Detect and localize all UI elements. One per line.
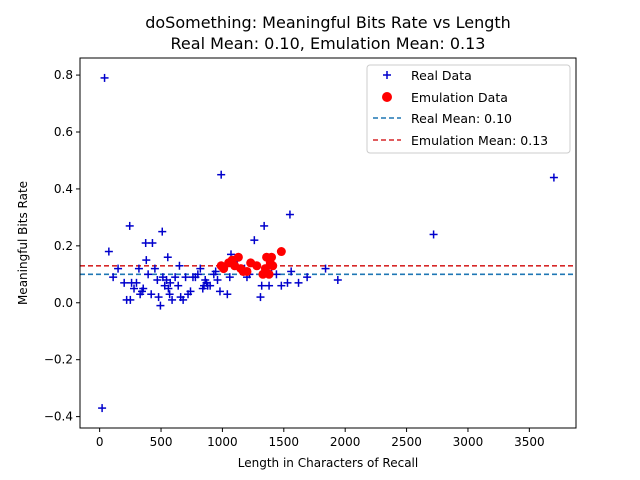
real-data-point (181, 273, 190, 282)
real-data-point (165, 290, 174, 299)
real-data-point (104, 247, 113, 256)
real-data-point (144, 270, 153, 279)
real-data-point (186, 287, 195, 296)
y-tick-label: 0.2 (54, 239, 73, 253)
emulation-data-point (252, 261, 262, 271)
real-data-point (303, 273, 312, 282)
legend-real-mean-label: Real Mean: 0.10 (411, 111, 512, 126)
x-tick-label: 500 (150, 435, 173, 449)
real-data-point (196, 264, 205, 273)
real-data-point (158, 227, 167, 236)
real-data-point (134, 264, 143, 273)
x-tick-label: 1500 (269, 435, 300, 449)
x-axis: 0 500 1000 1500 2000 2500 3000 3500 (96, 428, 545, 449)
legend-box (366, 64, 571, 154)
real-data-point (321, 264, 330, 273)
real-data-point (174, 281, 183, 290)
real-data-point (164, 284, 173, 293)
real-data-point (256, 293, 265, 302)
real-data-point (265, 281, 274, 290)
real-data-point (114, 264, 123, 273)
y-axis-label: Meaningful Bits Rate (16, 181, 30, 305)
y-tick-label: 0.4 (54, 182, 73, 196)
real-data-point (179, 295, 188, 304)
real-data-point (213, 276, 222, 284)
x-axis-label: Length in Characters of Recall (238, 456, 418, 470)
real-data-point (217, 170, 226, 179)
real-data-point (175, 261, 184, 270)
emulation-data-point (264, 269, 274, 279)
real-data-point (171, 273, 180, 282)
legend: Real Data Emulation Data Real Mean: 0.10… (366, 64, 571, 154)
real-data-point (130, 284, 139, 293)
real-data-point (549, 173, 558, 182)
legend-real-data-plus-icon (383, 71, 391, 79)
plot-frame (79, 57, 577, 429)
x-tick-label: 3500 (514, 435, 545, 449)
real-data-point (156, 301, 165, 310)
real-data-point (153, 276, 162, 284)
y-axis: −0.4 −0.2 0.0 0.2 0.4 0.6 0.8 (44, 68, 80, 424)
real-data-point (141, 239, 150, 247)
real-data-point (277, 281, 286, 290)
real-data-point (154, 293, 163, 302)
y-tick-label: 0.6 (54, 125, 73, 139)
y-tick-label: 0.0 (54, 296, 73, 310)
emulation-data-point (276, 247, 286, 257)
real-data-point (257, 281, 266, 290)
x-tick-label: 1000 (207, 435, 238, 449)
real-data-point (126, 295, 135, 304)
real-data-point (150, 264, 159, 273)
y-tick-label: 0.8 (54, 68, 73, 82)
x-tick-label: 2500 (391, 435, 422, 449)
emulation-data-point (268, 261, 278, 271)
real-data-point (333, 276, 342, 284)
plot-area (80, 73, 576, 413)
x-tick-label: 3000 (453, 435, 484, 449)
legend-emulation-data-circle-icon (382, 92, 392, 102)
emulation-data-point (267, 252, 277, 262)
real-data-point (223, 290, 232, 299)
x-tick-label: 0 (96, 435, 104, 449)
real-data-point (287, 267, 296, 276)
real-data-point (100, 73, 109, 82)
real-data-point (125, 221, 134, 230)
real-data-point (260, 221, 269, 230)
chart-title-line2: Real Mean: 0.10, Emulation Mean: 0.13 (171, 34, 486, 53)
chart-title-line1: doSomething: Meaningful Bits Rate vs Len… (145, 13, 511, 32)
real-data-point (283, 278, 292, 287)
real-data-point (250, 236, 259, 245)
real-data-point (98, 404, 107, 413)
real-data-point (163, 253, 172, 262)
real-data-point (211, 267, 220, 276)
real-data-point (139, 284, 148, 293)
real-data-point (142, 256, 151, 265)
real-data-point (147, 290, 156, 299)
real-data-point (429, 230, 438, 239)
emulation-data-point (242, 266, 252, 276)
real-data-point (206, 281, 215, 290)
y-tick-label: −0.2 (44, 353, 73, 367)
real-data-point (132, 278, 141, 287)
x-tick-label: 2000 (330, 435, 361, 449)
real-data-point (120, 278, 129, 287)
real-data-point (168, 295, 177, 304)
real-data-point (285, 210, 294, 219)
legend-emulation-data-label: Emulation Data (411, 90, 508, 105)
legend-emulation-mean-label: Emulation Mean: 0.13 (411, 133, 548, 148)
real-data-point (148, 239, 157, 247)
real-data-point (166, 278, 175, 287)
real-data-point (215, 287, 224, 296)
real-data-point (272, 270, 281, 279)
real-data-point (294, 278, 303, 287)
legend-real-data-label: Real Data (411, 68, 472, 83)
real-data-point (225, 273, 234, 282)
emulation-data-point (233, 252, 243, 262)
real-data-point (193, 270, 202, 279)
y-tick-label: −0.4 (44, 410, 73, 424)
real-data-point (109, 273, 118, 282)
